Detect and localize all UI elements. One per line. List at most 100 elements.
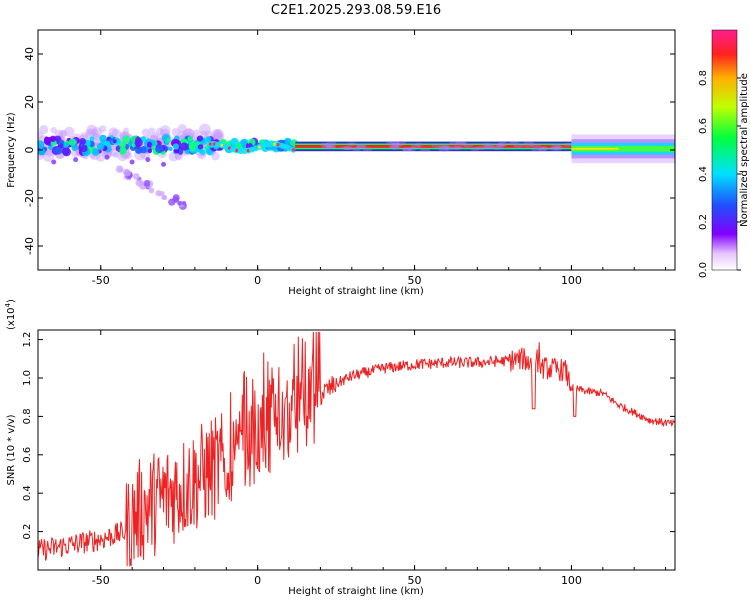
spectrogram-blob (49, 135, 57, 142)
chart-title: C2E1.2025.293.08.59.E16 (271, 3, 441, 18)
spectrogram-blob (104, 140, 111, 147)
spectrogram-haze-blob (124, 151, 132, 160)
bottom-y-tick-label: 0.8 (22, 408, 33, 424)
tone-haze (389, 141, 400, 146)
tone-haze (407, 146, 418, 151)
spectrogram-haze-blob (146, 133, 153, 141)
tone-haze (531, 147, 542, 152)
spectrogram-haze-blob (38, 131, 44, 140)
spectrogram-haze-blob (90, 128, 99, 137)
tone-haze (340, 146, 351, 151)
tone-haze (462, 143, 473, 148)
spectrogram-haze-blob (155, 127, 164, 136)
scale-prefix: (x10 (6, 307, 17, 330)
spectrogram-tail-blob (143, 180, 151, 187)
spectrogram-haze-blob (60, 129, 68, 137)
top-y-tick-label: 0 (23, 147, 36, 154)
tone-haze (495, 143, 506, 148)
spectrogram-blob (131, 143, 136, 148)
transition-core (220, 143, 224, 147)
spectrogram-blob (38, 140, 45, 149)
tone-haze (481, 142, 492, 147)
tone-haze (402, 147, 413, 152)
colorbar-tick-label: 0.4 (698, 166, 709, 182)
tone-haze (326, 141, 337, 146)
spectrogram-blob (135, 136, 142, 144)
tone-haze (562, 142, 573, 147)
spectrogram-blob (91, 148, 100, 156)
spectrogram-blob (241, 144, 246, 149)
spectrogram-blob (71, 144, 79, 152)
tone-haze (325, 144, 336, 149)
scale-exp: 4 (4, 302, 12, 307)
transition-core (227, 146, 232, 150)
spectrogram-tail-blob (177, 200, 182, 206)
tone-haze (453, 145, 464, 150)
spectrogram-tail-blob (123, 169, 131, 177)
top-x-tick-label: 50 (408, 274, 422, 287)
spectrogram-haze-blob (58, 130, 67, 139)
tone-haze (551, 143, 562, 148)
spectrogram-blob (147, 148, 153, 154)
tone-haze (356, 144, 367, 149)
spectrogram-blob (54, 146, 63, 155)
tone-haze (531, 143, 542, 148)
bottom-y-tick-label: 1.2 (22, 332, 33, 348)
spectrogram-tail-blob (148, 187, 155, 194)
spectrogram-blob (187, 135, 193, 142)
tone-haze (448, 141, 459, 146)
spectrogram-tail-blob (162, 195, 168, 201)
tone-haze (362, 147, 373, 152)
spectrogram-low-blob (51, 159, 57, 165)
tone-haze (537, 147, 548, 152)
snr-scale-label: (x104) (4, 299, 17, 330)
snr-frame (37, 329, 676, 571)
spectrogram-blob (180, 142, 189, 151)
spectrogram-haze-blob (159, 125, 171, 136)
tone-haze (509, 141, 520, 146)
tone-haze (552, 146, 563, 151)
tone-haze (439, 145, 450, 150)
top-y-tick-label: 20 (23, 95, 36, 109)
colorbar-ticks: 0.0 0.2 0.4 0.6 0.8 (698, 70, 741, 278)
spectrogram-blob (59, 143, 65, 149)
spectrogram-blob (48, 145, 54, 150)
spectrogram-haze-blob (122, 127, 130, 134)
bottom-y-tick-label: 0.4 (22, 485, 33, 501)
spectrogram-low-blob (145, 157, 151, 163)
tone-haze (513, 143, 524, 148)
tone-haze (391, 142, 402, 147)
tone-haze (343, 146, 354, 151)
spectrogram-haze-blob (92, 132, 100, 140)
tone-haze (438, 147, 449, 152)
spectrogram-haze-blob (108, 127, 119, 138)
spectrogram-marks (38, 123, 675, 210)
transition-core (257, 145, 262, 149)
transition-core (208, 142, 213, 146)
tone-haze (420, 147, 431, 152)
spectrogram-haze-blob (213, 130, 223, 140)
spectrogram-haze-blob (211, 129, 222, 140)
tone-haze (549, 146, 560, 151)
spectrogram-blob (166, 137, 172, 143)
spectrogram-blob (99, 134, 107, 143)
spectrogram-haze-blob (111, 128, 122, 139)
top-y-tick-label: -40 (23, 237, 36, 255)
spectrogram-blob (61, 146, 70, 156)
tone-haze (492, 146, 503, 151)
tone-haze (495, 142, 506, 147)
tone-haze (401, 147, 412, 152)
bottom-x-tick-label: 50 (408, 574, 422, 587)
spectrogram-tail-blob (159, 190, 165, 197)
tone-haze (410, 144, 421, 149)
tone-haze (457, 141, 468, 146)
spectrogram-blob (80, 144, 88, 153)
spectrogram-haze-blob (91, 127, 103, 138)
colorbar-tick-label: 0.6 (698, 118, 709, 134)
colorbar-tick-label: 0.8 (698, 70, 709, 86)
spectrogram-blob (168, 146, 173, 151)
snr-ylabel: SNR (10 * v/v) (6, 414, 17, 485)
top-y-tick-label: -20 (23, 189, 36, 207)
spectrogram-tail-blob (138, 180, 145, 186)
spectrogram-low-blob (161, 161, 167, 167)
